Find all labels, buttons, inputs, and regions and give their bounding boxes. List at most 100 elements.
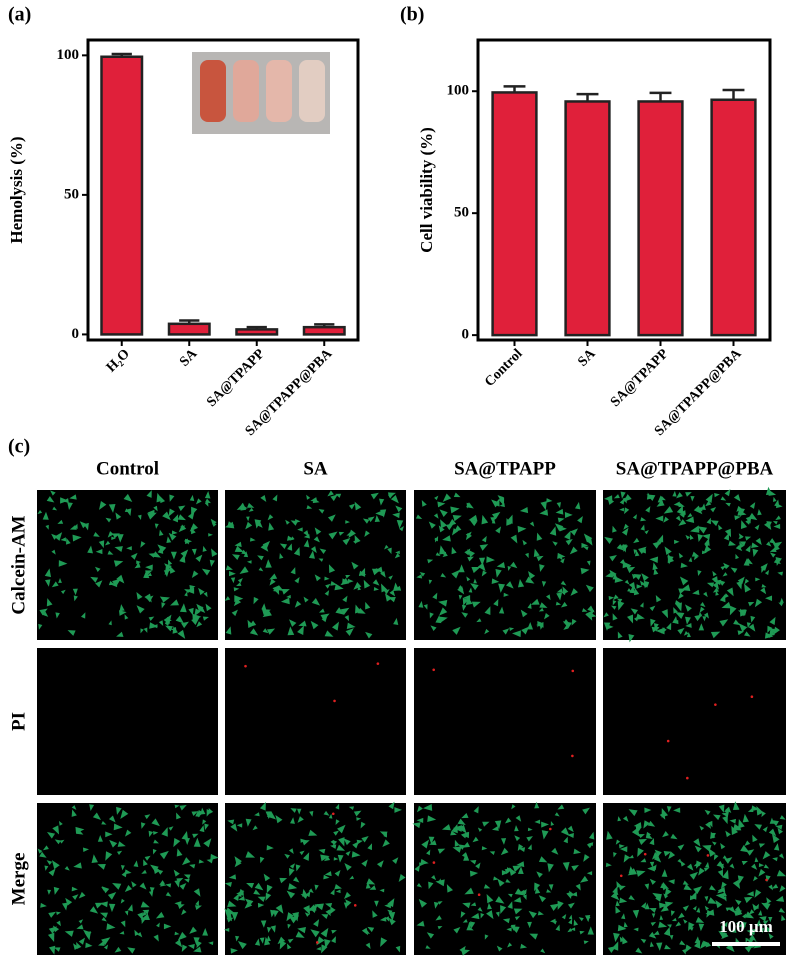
cell xyxy=(620,491,626,499)
cell xyxy=(534,801,540,809)
cell xyxy=(764,632,774,639)
cell xyxy=(361,859,368,867)
cell xyxy=(703,612,709,619)
cell xyxy=(343,838,351,846)
cell xyxy=(768,828,777,837)
cell xyxy=(653,855,662,863)
cell xyxy=(506,927,512,932)
cell xyxy=(435,615,442,624)
cell xyxy=(650,921,657,927)
cell xyxy=(297,926,306,934)
cell xyxy=(528,910,537,919)
cell xyxy=(557,517,565,523)
cell xyxy=(310,929,320,938)
bar xyxy=(167,322,211,336)
cell xyxy=(324,939,331,949)
cell xyxy=(636,613,645,620)
cell xyxy=(507,565,512,571)
cell xyxy=(92,812,102,820)
cell xyxy=(643,820,650,829)
cell xyxy=(496,945,503,952)
y-tick-label: 100 xyxy=(447,83,470,99)
cell xyxy=(265,811,272,820)
cell xyxy=(498,606,505,614)
cell xyxy=(720,496,727,501)
bar xyxy=(491,91,538,337)
cell xyxy=(183,874,191,880)
cell xyxy=(173,837,181,848)
cell xyxy=(645,506,651,513)
cell xyxy=(265,892,272,901)
cell xyxy=(649,837,655,846)
cell xyxy=(603,612,609,618)
cell xyxy=(143,627,148,633)
cell xyxy=(56,911,61,916)
cell xyxy=(114,546,123,552)
cell xyxy=(613,852,617,858)
cell xyxy=(510,561,518,569)
cell xyxy=(480,913,485,919)
cell xyxy=(688,556,693,562)
cell xyxy=(650,618,656,627)
cell xyxy=(721,812,729,818)
cell xyxy=(631,573,637,580)
cell xyxy=(145,564,153,571)
cell xyxy=(536,555,544,562)
cell xyxy=(297,816,304,823)
cell xyxy=(361,927,369,936)
cell xyxy=(380,570,386,578)
cell xyxy=(265,559,272,568)
cell xyxy=(716,860,725,868)
cell xyxy=(266,844,274,851)
cell xyxy=(702,616,707,622)
micrograph-bg xyxy=(414,648,596,795)
cell xyxy=(615,900,620,907)
cell xyxy=(160,496,166,504)
cell xyxy=(427,815,437,823)
cell xyxy=(607,497,615,505)
cell xyxy=(451,823,458,834)
cell xyxy=(156,492,164,503)
cell xyxy=(529,933,538,940)
cell xyxy=(101,937,111,946)
cell xyxy=(698,623,705,631)
cell xyxy=(507,942,513,948)
cell xyxy=(324,590,330,596)
cell xyxy=(749,502,756,509)
cell xyxy=(575,883,581,891)
cell xyxy=(304,912,310,917)
cell xyxy=(454,839,460,847)
cell xyxy=(633,587,640,596)
cell xyxy=(47,889,52,895)
cell xyxy=(416,920,425,927)
cell xyxy=(721,925,726,932)
cell xyxy=(540,501,547,511)
cell xyxy=(748,909,755,915)
cell xyxy=(746,849,755,856)
cell xyxy=(335,889,341,894)
cell xyxy=(233,587,240,592)
cell xyxy=(89,804,95,812)
cell xyxy=(573,919,579,926)
cell xyxy=(286,890,296,899)
cell xyxy=(372,910,378,918)
cell xyxy=(758,868,766,877)
cell xyxy=(300,894,308,899)
cell xyxy=(649,605,656,612)
cell xyxy=(168,532,177,541)
cell xyxy=(450,506,460,514)
cell xyxy=(384,544,389,550)
cell xyxy=(53,886,60,895)
cell xyxy=(58,560,68,567)
cell xyxy=(346,622,356,629)
cell xyxy=(62,498,69,503)
cell xyxy=(617,631,623,639)
dead-cell xyxy=(706,854,710,857)
cell xyxy=(165,891,172,897)
cell xyxy=(702,533,711,540)
cell xyxy=(193,946,202,953)
cell xyxy=(520,609,528,618)
cell xyxy=(765,486,773,496)
cell xyxy=(198,859,205,864)
cell xyxy=(367,516,375,523)
